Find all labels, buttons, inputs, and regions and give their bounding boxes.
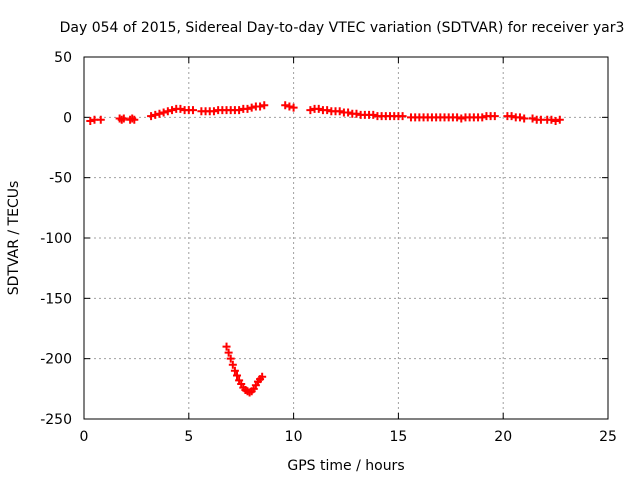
data-point [209,107,218,116]
y-tick-label: -250 [40,412,72,428]
data-point [344,108,353,117]
data-point [507,112,516,121]
data-point [226,354,235,363]
data-point [515,113,524,122]
y-tick-label: 50 [54,50,72,66]
data-point [86,116,95,125]
data-point [151,110,160,119]
data-point [176,104,185,113]
data-point [188,106,197,115]
data-point [163,107,172,116]
data-point [547,115,556,124]
data-point [478,113,487,122]
data-point [224,348,233,357]
data-point [260,101,269,110]
data-point [168,106,177,115]
data-point [555,115,564,124]
x-axis-title: GPS time / hours [287,458,404,474]
data-point [155,109,164,118]
x-tick-label: 0 [80,429,89,445]
data-point [235,106,244,115]
data-point [258,372,267,381]
y-tick-label: -100 [40,231,72,247]
data-point [323,106,332,115]
data-point [551,116,560,125]
x-tick-label: 10 [285,429,303,445]
data-point [289,103,298,112]
data-point [281,101,290,110]
x-tick-label: 20 [494,429,512,445]
data-point [243,104,252,113]
x-tick-label: 25 [599,429,617,445]
data-points [86,101,564,397]
x-tick-label: 5 [184,429,193,445]
data-point [490,112,499,121]
data-point [398,112,407,121]
data-point [453,113,462,122]
data-point [230,366,239,375]
y-axis-title: SDTVAR / TECUs [6,181,22,296]
data-point [369,110,378,119]
data-point [306,106,315,115]
data-point [457,114,466,123]
data-point [247,103,256,112]
y-tick-label: -150 [40,291,72,307]
data-point [130,115,139,124]
data-point [147,112,156,121]
grid-layer [84,57,608,419]
data-point [520,114,529,123]
data-point [285,102,294,111]
data-point [222,342,231,351]
y-tick-label: -50 [49,171,72,187]
data-point [256,102,265,111]
tick-layer: 0 5 10 15 20 25 -250 -200 -150 -100 -50 0 50 [40,50,617,445]
data-point [335,107,344,116]
data-point [228,360,237,369]
data-point [233,371,242,380]
data-point [528,114,537,123]
data-point [352,109,361,118]
x-tick-label: 15 [389,429,407,445]
data-point [314,104,323,113]
y-tick-label: 0 [63,110,72,126]
data-point [119,114,128,123]
chart-title: Day 054 of 2015, Sidereal Day-to-day VTE… [60,20,625,36]
data-point [96,115,105,124]
y-tick-label: -200 [40,352,72,368]
data-point [159,108,168,117]
